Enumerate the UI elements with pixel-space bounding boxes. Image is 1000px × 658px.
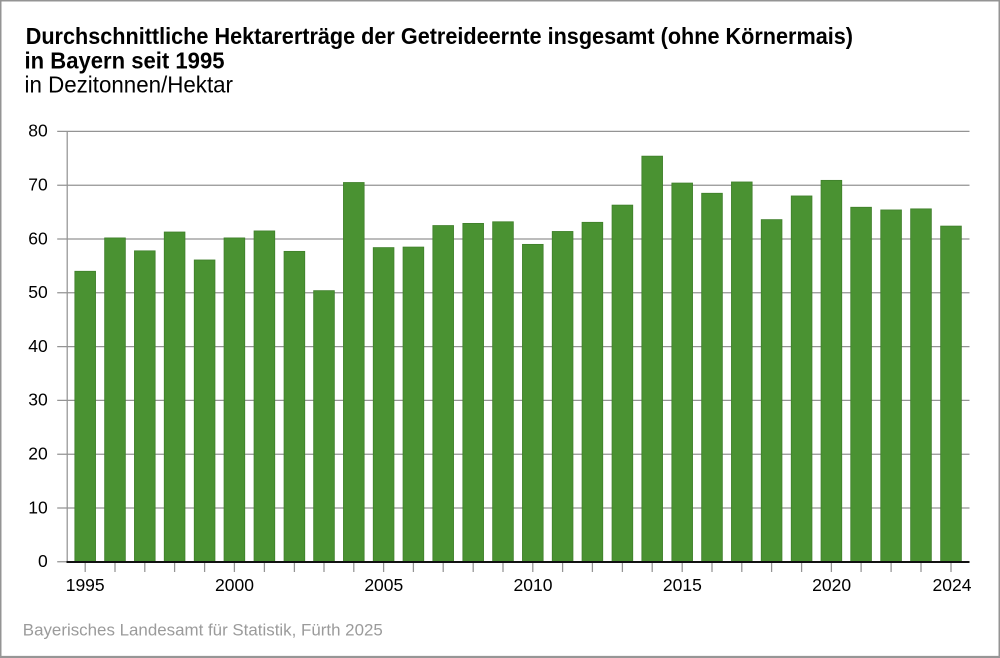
svg-text:60: 60	[28, 228, 48, 248]
svg-text:40: 40	[28, 336, 48, 356]
svg-text:2024: 2024	[933, 575, 972, 595]
svg-text:Durchschnittliche Hektarerträg: Durchschnittliche Hektarerträge der Getr…	[26, 23, 853, 49]
svg-text:1995: 1995	[66, 575, 105, 595]
svg-text:in Bayern seit 1995: in Bayern seit 1995	[25, 47, 225, 73]
svg-text:2010: 2010	[514, 575, 553, 595]
svg-text:80: 80	[28, 121, 48, 141]
svg-text:0: 0	[38, 551, 48, 571]
svg-text:in Dezitonnen/Hektar: in Dezitonnen/Hektar	[25, 72, 234, 98]
svg-text:2015: 2015	[663, 575, 702, 595]
svg-text:2000: 2000	[215, 575, 254, 595]
svg-text:10: 10	[28, 497, 48, 517]
svg-text:2020: 2020	[812, 575, 851, 595]
svg-text:70: 70	[28, 175, 48, 195]
svg-text:20: 20	[28, 444, 48, 464]
svg-text:Bayerisches Landesamt für Stat: Bayerisches Landesamt für Statistik, Für…	[23, 621, 383, 640]
svg-text:50: 50	[28, 282, 48, 302]
svg-text:30: 30	[28, 390, 48, 410]
svg-text:2005: 2005	[364, 575, 403, 595]
